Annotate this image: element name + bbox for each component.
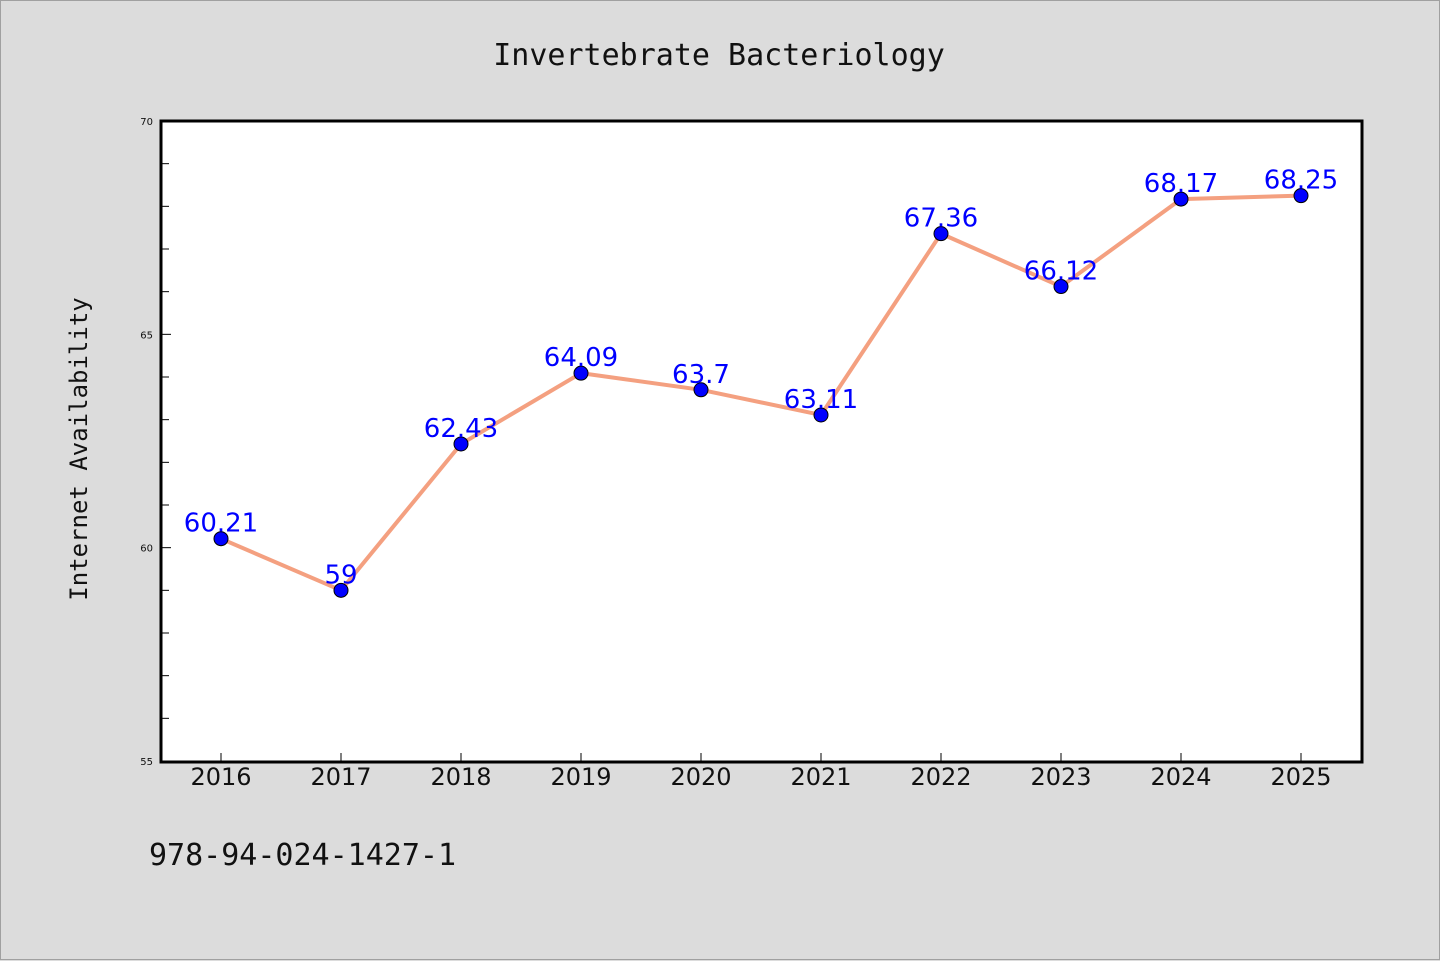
data-point [453, 436, 469, 452]
x-tick-label: 2018 [430, 763, 491, 791]
x-axis: 2016 2017 2018 2019 2020 2021 2022 2023 2024 2025 [190, 753, 1332, 791]
data-label: 68.25 [1264, 166, 1338, 196]
x-tick-label: 2024 [1150, 763, 1211, 791]
y-tick-label: 60 [140, 544, 153, 555]
x-tick-label: 2016 [190, 763, 251, 791]
y-tick-label: 55 [140, 757, 153, 768]
data-point [813, 407, 829, 423]
data-label: 63.11 [784, 385, 858, 415]
series-line [219, 193, 1303, 593]
x-tick-label: 2021 [790, 763, 851, 791]
data-label: 64.09 [544, 343, 618, 373]
data-point [693, 382, 709, 398]
data-point [933, 226, 949, 242]
x-tick-label: 2022 [910, 763, 971, 791]
data-label: 66.12 [1024, 257, 1098, 287]
y-tick-label: 65 [140, 330, 153, 341]
data-point [573, 365, 589, 381]
data-point [213, 531, 229, 547]
data-label: 67.36 [904, 204, 978, 234]
series-markers [213, 188, 1309, 598]
data-point [1053, 279, 1069, 295]
chart-title: Invertebrate Bacteriology [493, 38, 945, 73]
data-label: 62.43 [424, 414, 498, 444]
series-polyline [219, 193, 1303, 593]
data-label: 63.7 [672, 360, 730, 390]
y-axis: 55 60 65 70 [140, 117, 171, 768]
x-tick-label: 2025 [1270, 763, 1331, 791]
data-label: 59 [324, 560, 357, 590]
x-tick-label: 2020 [670, 763, 731, 791]
y-tick-label: 70 [140, 117, 153, 128]
y-axis-label: Internet Availability [65, 297, 93, 600]
data-labels: 60.21 59 62.43 64.09 63.7 63.11 67.36 66.12 68.1… [184, 166, 1338, 591]
x-tick-label: 2023 [1030, 763, 1091, 791]
data-point [1173, 191, 1189, 207]
plot-area [159, 119, 1364, 764]
data-label: 60.21 [184, 509, 258, 539]
x-tick-label: 2017 [310, 763, 371, 791]
isbn-text: 978-94-024-1427-1 [149, 838, 456, 873]
x-tick-label: 2019 [550, 763, 611, 791]
data-point [1293, 188, 1309, 204]
data-point [333, 582, 349, 598]
data-label: 68.17 [1144, 169, 1218, 199]
